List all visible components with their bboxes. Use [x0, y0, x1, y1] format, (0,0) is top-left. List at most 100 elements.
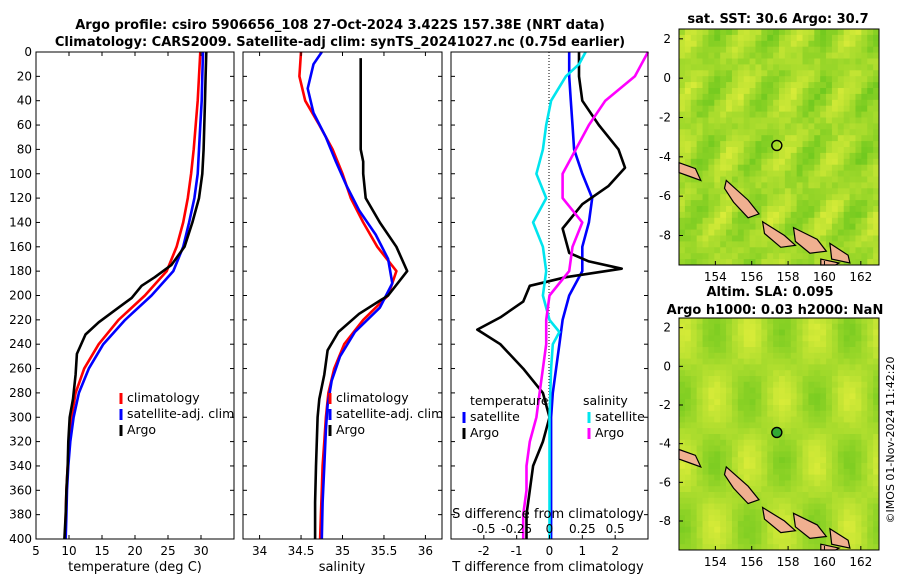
sla-cell	[826, 480, 833, 487]
sst-cell	[755, 76, 762, 83]
sst-cell	[690, 29, 698, 36]
sst-cell	[837, 200, 845, 207]
sst-cell	[802, 70, 809, 77]
sla-cell	[849, 393, 856, 400]
sla-cell	[873, 497, 880, 504]
sla-cell	[684, 526, 692, 533]
sla-map-title: Altim. SLA: 0.095	[707, 285, 834, 300]
sst-cell	[867, 64, 874, 71]
sst-cell	[684, 117, 692, 124]
sla-cell	[773, 468, 780, 475]
sst-cell	[679, 88, 686, 95]
sla-cell	[679, 422, 686, 429]
sla-cell	[743, 532, 750, 539]
sla-cell	[726, 480, 733, 487]
sst-cell	[696, 29, 703, 36]
sst-cell	[720, 58, 727, 65]
sst-cell	[855, 259, 862, 266]
sla-cell	[702, 370, 709, 377]
sst-cell	[826, 170, 833, 177]
sla-cell	[761, 497, 768, 504]
sla-cell	[708, 393, 715, 400]
sla-cell	[731, 434, 739, 441]
sst-cell	[726, 40, 733, 48]
sla-cell	[796, 480, 803, 487]
sst-cell	[773, 99, 780, 107]
sla-cell	[796, 538, 803, 545]
sla-cell	[843, 463, 850, 470]
sst-cell	[743, 170, 750, 177]
sla-cell	[684, 463, 692, 470]
sla-cell	[708, 480, 715, 487]
sla-cell	[684, 445, 692, 452]
sla-cell	[731, 370, 739, 377]
sst-cell	[802, 117, 809, 124]
sst-cell	[873, 111, 880, 118]
depth-tick-label: 120	[9, 191, 32, 205]
sst-cell	[726, 58, 733, 65]
sla-cell	[837, 526, 845, 533]
sst-cell	[808, 182, 815, 189]
sst-cell	[779, 76, 786, 83]
sst-cell	[702, 194, 709, 201]
sla-cell	[873, 393, 880, 400]
sla-cell	[708, 503, 715, 510]
sla-cell	[679, 405, 686, 412]
sla-cell	[873, 532, 880, 539]
sla-cell	[714, 422, 721, 429]
sst-cell	[849, 194, 856, 201]
sla-cell	[755, 474, 762, 481]
sla-cell	[802, 492, 809, 499]
sla-cell	[684, 503, 692, 510]
sst-cell	[690, 105, 698, 112]
sst-cell	[773, 152, 780, 160]
sla-cell	[796, 381, 803, 388]
sst-cell	[684, 241, 692, 248]
sst-cell	[684, 253, 692, 260]
sst-cell	[855, 158, 862, 166]
sst-cell	[831, 111, 839, 118]
sla-cell	[767, 352, 774, 359]
sla-cell	[779, 399, 786, 406]
sla-cell	[767, 399, 774, 406]
sst-cell	[702, 182, 709, 189]
sla-cell	[755, 405, 762, 412]
sst-cell	[820, 58, 827, 65]
sst-cell	[861, 135, 868, 142]
sst-cell	[743, 76, 750, 83]
sla-cell	[796, 422, 803, 429]
sla-cell	[761, 381, 768, 388]
sst-cell	[696, 105, 703, 112]
sla-cell	[784, 468, 792, 475]
sla-cell	[808, 538, 815, 545]
sla-cell	[831, 381, 839, 388]
sla-cell	[726, 445, 733, 452]
sla-cell	[849, 532, 856, 539]
sla-cell	[726, 434, 733, 441]
sla-cell	[684, 428, 692, 435]
sst-cell	[808, 64, 815, 71]
sst-cell	[779, 82, 786, 89]
sst-cell	[784, 206, 792, 213]
sla-cell	[784, 463, 792, 470]
sst-cell	[784, 158, 792, 166]
sla-cell	[831, 347, 839, 354]
sla-cell	[796, 509, 803, 516]
sst-cell	[796, 111, 803, 118]
sst-cell	[808, 123, 815, 130]
sst-cell	[761, 88, 768, 95]
sla-cell	[784, 445, 792, 452]
sla-cell	[843, 515, 850, 522]
sla-cell	[820, 393, 827, 400]
sst-cell	[761, 123, 768, 130]
sst-cell	[814, 29, 821, 36]
sla-cell	[679, 370, 686, 377]
sla-cell	[714, 323, 721, 330]
sst-cell	[820, 182, 827, 189]
sla-cell	[755, 323, 762, 330]
sla-cell	[743, 364, 750, 371]
sla-xtick-label: 156	[740, 555, 763, 569]
sla-cell	[690, 492, 698, 499]
sst-cell	[743, 34, 750, 42]
sla-cell	[784, 370, 792, 377]
